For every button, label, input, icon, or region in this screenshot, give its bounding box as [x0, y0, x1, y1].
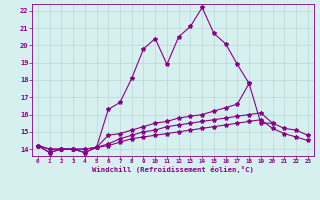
- X-axis label: Windchill (Refroidissement éolien,°C): Windchill (Refroidissement éolien,°C): [92, 166, 254, 173]
